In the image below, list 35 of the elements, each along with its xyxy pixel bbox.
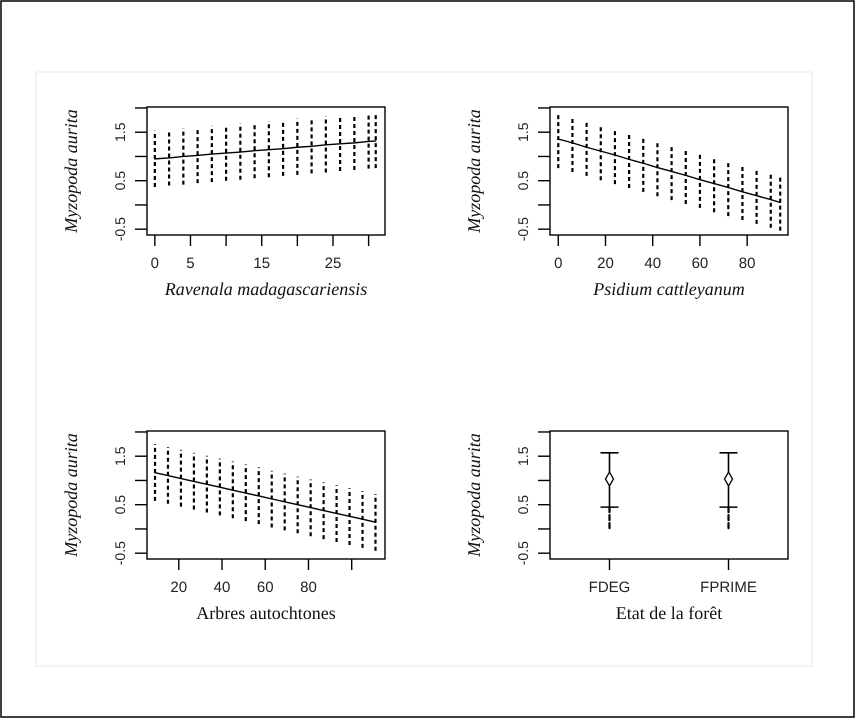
x-tick-label: 5: [186, 255, 195, 272]
y-tick-label: -0.5: [515, 216, 531, 242]
x-tick-label: 60: [256, 579, 274, 596]
x-axis-title: Etat de la forêt: [616, 603, 722, 623]
y-tick-label: 0.5: [515, 494, 531, 514]
y-tick-label: 0.5: [515, 170, 531, 190]
x-tick-label: 40: [214, 579, 230, 596]
x-tick-label: 20: [597, 255, 614, 272]
x-tick-label: 25: [324, 255, 342, 272]
x-axis-title: Psidium cattleyanum: [592, 279, 745, 299]
x-tick-label: 80: [300, 579, 317, 596]
y-tick-label: 1.5: [515, 446, 531, 466]
x-tick-label: 15: [253, 255, 270, 272]
x-tick-label: 20: [170, 579, 188, 596]
x-axis-title: Ravenala madagascariensis: [164, 279, 368, 299]
y-tick-label: 0.5: [112, 170, 128, 190]
y-axis-title: Myzopoda aurita: [61, 433, 81, 558]
y-tick-label: -0.5: [112, 540, 128, 566]
x-tick-label: FPRIME: [700, 579, 757, 596]
y-axis-title: Myzopoda aurita: [464, 433, 484, 558]
x-tick-label: 0: [150, 255, 160, 272]
y-axis-title: Myzopoda aurita: [464, 109, 484, 234]
y-tick-label: 1.5: [112, 446, 128, 466]
x-tick-label: 80: [738, 255, 756, 272]
y-tick-label: 1.5: [515, 122, 531, 142]
y-tick-label: 1.5: [112, 122, 128, 142]
x-axis-title: Arbres autochtones: [196, 603, 336, 623]
y-tick-label: -0.5: [515, 540, 531, 566]
x-tick-label: 0: [554, 255, 562, 272]
y-tick-label: 0.5: [112, 494, 128, 514]
x-tick-label: 40: [644, 255, 662, 272]
x-tick-label: 60: [692, 255, 708, 272]
x-tick-label: FDEG: [588, 579, 630, 596]
y-axis-title: Myzopoda aurita: [61, 109, 81, 234]
y-tick-label: -0.5: [112, 216, 128, 242]
